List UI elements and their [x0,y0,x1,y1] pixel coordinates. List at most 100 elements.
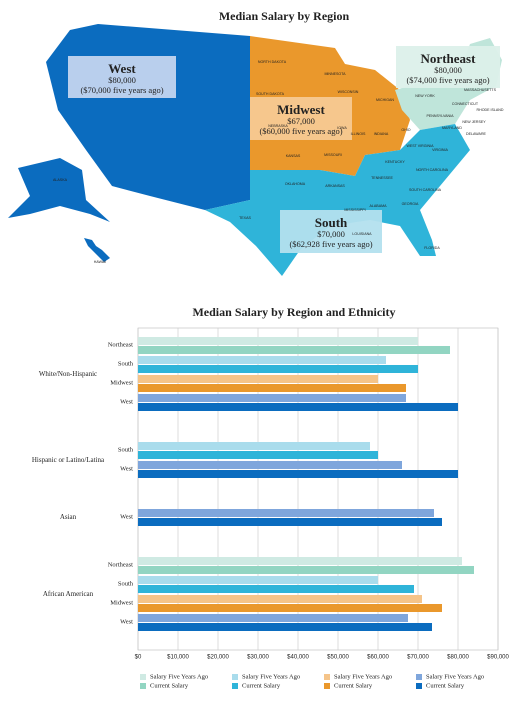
legend-swatch [324,683,330,689]
alaska [8,158,110,222]
legend-label: Current Salary [334,682,373,689]
region-five-years-ago: ($70,000 five years ago) [80,85,163,95]
state-label: KANSAS [286,154,301,158]
bar [138,604,442,612]
state-label: RHODE ISLAND [477,108,504,112]
bar [138,566,474,574]
region-name: South [315,215,348,230]
region-five-years-ago: ($60,000 five years ago) [259,126,342,136]
state-label: MICHIGAN [376,98,394,102]
map: Median Salary by Region [8,9,502,276]
x-tick-label: $80,000 [447,655,469,661]
state-label: GEORGIA [402,202,419,206]
category-label: West [120,465,133,472]
legend-swatch [140,683,146,689]
state-label: WISCONSIN [338,90,359,94]
bar [138,442,370,450]
state-label: HAWAII [94,260,107,264]
bar [138,451,378,459]
state-label: MISSISSIPPI [344,208,365,212]
group-label: African American [42,589,94,598]
legend-label: Salary Five Years Ago [426,673,484,680]
category-label: Midwest [110,379,133,386]
region-name: Midwest [277,102,325,117]
state-label: ALASKA [53,178,68,182]
state-label: NORTH DAKOTA [258,60,287,64]
state-label: VIRGINIA [432,148,448,152]
category-label: South [118,580,134,587]
legend-swatch [416,674,422,680]
group-label: White/Non-Hispanic [38,369,98,378]
state-label: MASSACHUSETTS [464,88,497,92]
legend-label: Salary Five Years Ago [150,673,208,680]
south-region [205,124,470,276]
region-salary: $70,000 [317,229,345,239]
bar [138,623,432,631]
legend-label: Current Salary [242,682,281,689]
state-label: LOUISIANA [352,232,372,236]
category-label: Northeast [108,341,133,348]
legend-swatch [416,683,422,689]
state-label: FLORIDA [424,246,440,250]
chart-title: Median Salary by Region and Ethnicity [192,305,395,319]
legend-label: Salary Five Years Ago [334,673,392,680]
bar [138,614,408,622]
region-salary: $67,000 [287,116,315,126]
bar [138,346,450,354]
bar [138,384,406,392]
northeast-box [396,46,500,88]
group-label: Asian [59,513,77,521]
bar [138,356,386,364]
legend-label: Salary Five Years Ago [242,673,300,680]
bar [138,557,462,565]
legend-swatch [232,674,238,680]
bar [138,403,458,411]
bar [138,461,402,469]
state-label: PENNSYLVANIA [426,114,454,118]
state-label: ALABAMA [370,204,388,208]
state-label: CONNECTICUT [452,102,479,106]
state-label: SOUTH DAKOTA [256,92,285,96]
state-label: IOWA [337,126,347,130]
state-label: NEW JERSEY [462,120,486,124]
state-label: WEST VIRGINIA [406,144,434,148]
map-title: Median Salary by Region [219,9,350,23]
state-label: ARKANSAS [325,184,345,188]
state-label: ILLINOIS [351,132,366,136]
region-salary: $80,000 [434,65,462,75]
region-salary: $80,000 [108,75,136,85]
category-label: South [118,360,134,367]
south-box [280,210,382,253]
x-tick-label: $70,000 [407,655,429,661]
x-tick-label: $90,000 [487,655,509,661]
x-tick-label: $30,000 [247,655,269,661]
bar [138,595,422,603]
state-label: NORTH CAROLINA [416,168,449,172]
bar [138,394,406,402]
state-label: SOUTH CAROLINA [409,188,442,192]
region-name: Northeast [421,51,477,66]
bar [138,518,442,526]
x-tick-label: $60,000 [367,655,389,661]
state-label: TENNESSEE [371,176,393,180]
state-label: MINNESOTA [324,72,346,76]
x-tick-label: $20,000 [207,655,229,661]
bar [138,509,434,517]
region-five-years-ago: ($74,000 five years ago) [406,75,489,85]
state-label: NEW YORK [415,94,435,98]
bar [138,470,458,478]
group-label: Hispanic or Latino/Latina [31,455,105,464]
category-label: West [120,618,133,625]
x-tick-label: $40,000 [287,655,309,661]
state-label: OKLAHOMA [285,182,306,186]
category-label: South [118,446,134,453]
legend-swatch [140,674,146,680]
state-label: KENTUCKY [385,160,405,164]
category-label: West [120,398,133,405]
state-label: MARYLAND [442,126,462,130]
category-label: Northeast [108,561,133,568]
state-label: TEXAS [239,216,251,220]
x-tick-label: $10,000 [167,655,189,661]
